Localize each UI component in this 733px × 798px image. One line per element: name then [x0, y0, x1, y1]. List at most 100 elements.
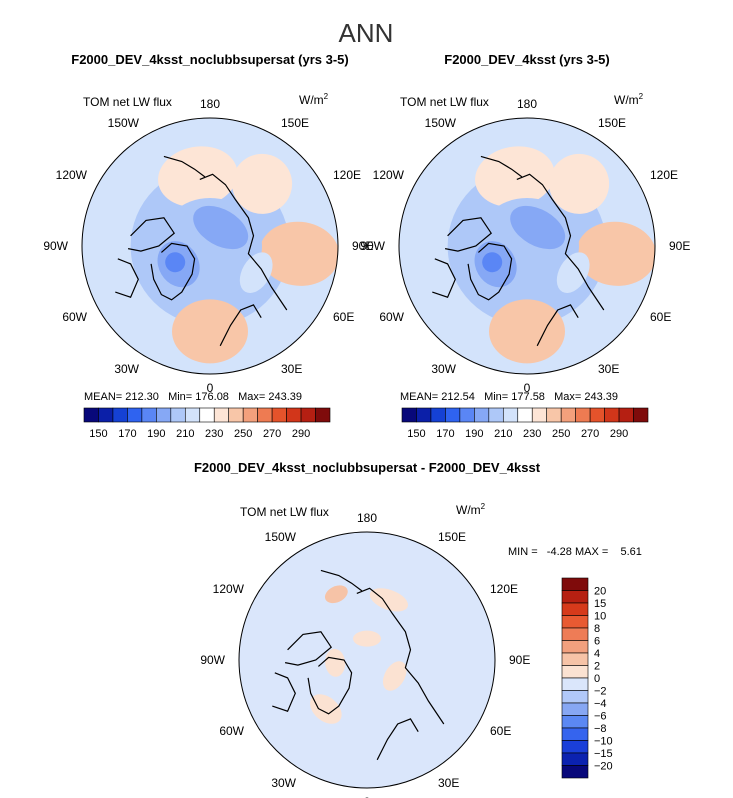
colorbar-label: 250: [552, 428, 570, 440]
colorbar-label: −2: [594, 686, 607, 698]
panel-difference: F2000_DEV_4ksst_noclubbsupersat - F2000_…: [194, 460, 642, 798]
longitude-label: 120E: [490, 582, 518, 596]
colorbar-label: −6: [594, 711, 607, 723]
colorbar-swatch: [141, 407, 157, 423]
longitude-label: 30W: [114, 362, 139, 376]
longitude-label: 60W: [379, 310, 404, 324]
units-label: W/m2: [456, 502, 486, 517]
longitude-label: 60W: [62, 310, 87, 324]
coastline: [199, 173, 288, 311]
panel-model-b: F2000_DEV_4ksst (yrs 3-5) TOM net LW flu…: [360, 52, 690, 440]
colorbar-swatch: [112, 407, 128, 423]
panel-title: F2000_DEV_4ksst_noclubbsupersat (yrs 3-5…: [71, 52, 348, 67]
colorbar-swatch: [561, 740, 589, 754]
field-region: [165, 252, 186, 273]
colorbar-swatch: [184, 407, 201, 423]
coastline: [356, 587, 445, 725]
colorbar-swatch: [561, 577, 589, 591]
coastline: [284, 631, 332, 666]
colorbar-swatch: [618, 407, 634, 423]
coastline: [467, 242, 513, 301]
colorbar-label: 290: [610, 428, 628, 440]
colorbar-label: 270: [581, 428, 599, 440]
coastline: [516, 173, 605, 311]
colorbar-swatch: [315, 407, 331, 423]
colorbar-swatch: [575, 407, 591, 423]
stats-text: MIN = -4.28 MAX = 5.61: [508, 546, 642, 558]
longitude-label: 0: [524, 381, 531, 395]
colorbar-swatch: [561, 615, 589, 629]
map-coastlines: [115, 155, 288, 347]
longitude-label: 120E: [650, 168, 678, 182]
colorbar-swatch: [517, 407, 533, 423]
units-exponent: 2: [481, 502, 486, 511]
variable-label: TOM net LW flux: [400, 95, 489, 109]
colorbar-label: 0: [594, 673, 600, 685]
colorbar-label: 290: [292, 428, 310, 440]
longitude-label: 180: [200, 97, 220, 111]
figure-title: ANN: [339, 18, 394, 48]
colorbar-swatch: [242, 407, 258, 423]
variable-label: TOM net LW flux: [83, 95, 172, 109]
coastline: [376, 718, 419, 761]
colorbar-swatch: [416, 407, 432, 423]
colorbar-label: 150: [89, 428, 107, 440]
colorbar-swatch: [459, 407, 475, 423]
colorbar-label: 8: [594, 623, 600, 635]
longitude-label: 90W: [200, 653, 225, 667]
colorbar-swatch: [561, 702, 589, 716]
longitude-labels: 180 150E 120E 90E 60E 30E 0 30W 60W 90W 120W 150W: [360, 97, 690, 395]
colorbar-label: −4: [594, 698, 607, 710]
colorbar-swatch: [445, 407, 461, 423]
field-region: [361, 667, 385, 685]
coastline: [320, 569, 363, 592]
field-region: [556, 252, 590, 293]
colorbar-swatch: [561, 652, 589, 666]
field-region: [259, 221, 338, 286]
colorbar-swatch: [286, 407, 302, 423]
panel-title: F2000_DEV_4ksst (yrs 3-5): [444, 52, 610, 67]
field-region: [232, 153, 293, 214]
colorbar-label: −15: [594, 748, 613, 760]
colorbar-swatch: [561, 765, 589, 779]
colorbar-swatch: [430, 407, 446, 423]
longitude-label: 90W: [360, 239, 385, 253]
colorbar-label: 170: [436, 428, 454, 440]
field-region: [310, 694, 342, 724]
longitude-label: 120W: [373, 168, 405, 182]
field-region: [158, 146, 238, 208]
longitude-label: 0: [364, 795, 371, 798]
colorbar-label: 210: [494, 428, 512, 440]
longitude-labels: 180 150E 120E 90E 60E 30E 0 30W 60W 90W 120W 150W: [43, 97, 373, 395]
longitude-label: 90E: [352, 239, 373, 253]
longitude-label: 0: [207, 381, 214, 395]
colorbar-swatch: [561, 627, 589, 641]
coastline: [163, 155, 206, 178]
colorbar-swatch: [604, 407, 620, 423]
colorbar-label: 270: [263, 428, 281, 440]
colorbar-label: −8: [594, 723, 607, 735]
longitude-label: 120W: [56, 168, 88, 182]
units-label: W/m2: [614, 92, 644, 107]
colorbar-label: 15: [594, 598, 606, 610]
longitude-label: 30W: [271, 776, 296, 790]
field-region: [324, 585, 348, 604]
field-region: [475, 146, 555, 208]
coastline: [307, 656, 353, 715]
colorbar-swatch: [213, 407, 230, 423]
colorbar-label: 4: [594, 648, 600, 660]
field-region: [382, 661, 407, 691]
coastline: [444, 217, 492, 252]
colorbar-label: 250: [234, 428, 252, 440]
map-field: [82, 118, 338, 374]
field-region: [576, 221, 655, 286]
longitude-label: 30E: [598, 362, 619, 376]
colorbar: 150 170 190 210 230 250 270 290: [401, 407, 649, 440]
colorbar-label: 170: [118, 428, 136, 440]
colorbar-label: 2: [594, 661, 600, 673]
longitude-label: 30E: [281, 362, 302, 376]
colorbar-swatch: [199, 407, 215, 423]
units-label: W/m2: [299, 92, 329, 107]
colorbar-swatch: [474, 407, 490, 423]
